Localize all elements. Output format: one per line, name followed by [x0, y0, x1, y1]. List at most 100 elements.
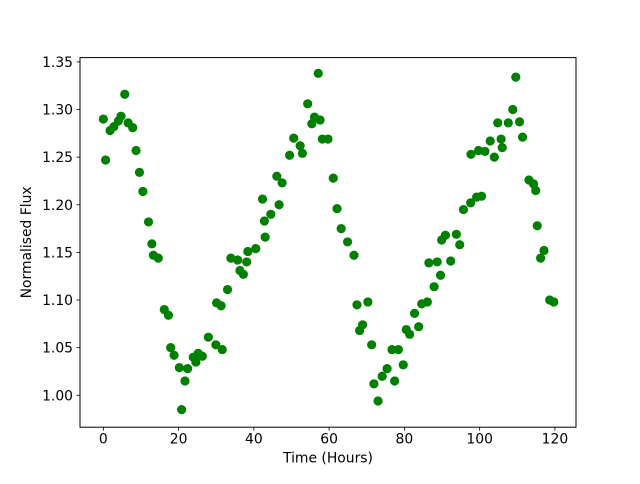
data-point [177, 404, 187, 415]
data-point [387, 344, 397, 355]
y-axis-label: Normalised Flux [19, 186, 35, 298]
data-point [328, 173, 338, 183]
data-point [153, 253, 163, 263]
data-point [128, 123, 138, 133]
x-tick-label: 0 [99, 432, 108, 448]
x-tick-label: 60 [320, 432, 338, 448]
data-point [116, 111, 126, 121]
data-point [485, 136, 495, 146]
data-point [363, 297, 373, 307]
x-tick-label: 40 [245, 432, 263, 448]
axes-border [79, 57, 577, 428]
data-point [493, 118, 503, 128]
data-point [143, 217, 154, 227]
data-point [440, 230, 451, 240]
data-point [257, 194, 268, 204]
y-tick-label: 1.15 [42, 245, 73, 261]
data-point [183, 364, 193, 374]
data-point [289, 133, 299, 143]
data-point [532, 221, 542, 231]
data-point [191, 357, 201, 367]
data-point [217, 344, 227, 355]
data-point [138, 186, 148, 197]
data-point [476, 191, 487, 201]
data-point [497, 143, 507, 153]
data-point [508, 104, 518, 115]
data-point [277, 178, 287, 188]
data-point [422, 297, 432, 307]
data-point [511, 72, 521, 82]
data-point [373, 396, 383, 406]
data-point [180, 376, 190, 386]
data-point [323, 134, 333, 144]
data-point [432, 257, 442, 267]
x-axis-ticks: 0 20 40 60 80 100 120 [99, 427, 568, 448]
x-tick-label: 80 [396, 432, 414, 448]
y-tick-label: 1.25 [42, 150, 73, 166]
data-point [238, 269, 248, 279]
data-point [100, 155, 111, 165]
data-point [424, 258, 434, 268]
data-point [435, 270, 446, 280]
x-axis-label: Time (Hours) [282, 451, 373, 467]
y-tick-label: 1.10 [42, 293, 73, 309]
data-point [295, 141, 305, 151]
data-point [369, 379, 379, 389]
data-point [203, 332, 213, 342]
data-point [446, 256, 456, 266]
data-point [242, 257, 252, 267]
data-point [285, 150, 295, 160]
data-point [466, 198, 476, 208]
data-point [536, 253, 546, 263]
data-point [266, 209, 276, 219]
data-point [233, 255, 243, 265]
data-point [517, 132, 528, 142]
data-point [251, 243, 261, 254]
data-point [393, 344, 403, 355]
data-point [489, 152, 499, 162]
data-point [174, 363, 184, 373]
data-point [163, 310, 174, 320]
data-point [382, 364, 392, 374]
data-points [98, 68, 559, 415]
data-point [197, 351, 207, 361]
data-point [398, 360, 408, 370]
data-point [243, 246, 253, 257]
data-point [429, 282, 439, 292]
data-point [352, 300, 362, 310]
data-point [336, 223, 346, 234]
data-point [405, 329, 415, 339]
data-point [134, 167, 145, 177]
data-point [332, 203, 342, 214]
data-point [367, 340, 377, 350]
plot-area [80, 57, 576, 428]
data-point [297, 148, 308, 158]
data-point [147, 239, 157, 249]
data-point [349, 250, 359, 260]
data-point [358, 320, 368, 330]
data-point [514, 117, 525, 127]
data-point [390, 376, 400, 386]
data-point [222, 284, 233, 295]
data-point [260, 232, 270, 242]
data-point [315, 115, 325, 125]
y-axis-ticks: 1.00 1.05 1.10 1.15 1.20 1.25 1.30 1.35 [42, 55, 80, 404]
data-point [466, 149, 476, 159]
y-tick-label: 1.20 [42, 198, 73, 214]
data-point [455, 240, 465, 250]
x-tick-label: 20 [170, 432, 188, 448]
data-point [458, 204, 469, 215]
data-point [169, 350, 179, 360]
data-point [98, 114, 108, 124]
y-tick-label: 1.05 [42, 341, 73, 357]
data-point [539, 245, 549, 256]
data-point [531, 185, 541, 196]
y-tick-label: 1.00 [42, 388, 73, 404]
data-point [120, 89, 130, 99]
data-point [216, 301, 226, 311]
data-point [166, 343, 176, 353]
data-point [303, 99, 313, 109]
data-point [377, 371, 387, 381]
